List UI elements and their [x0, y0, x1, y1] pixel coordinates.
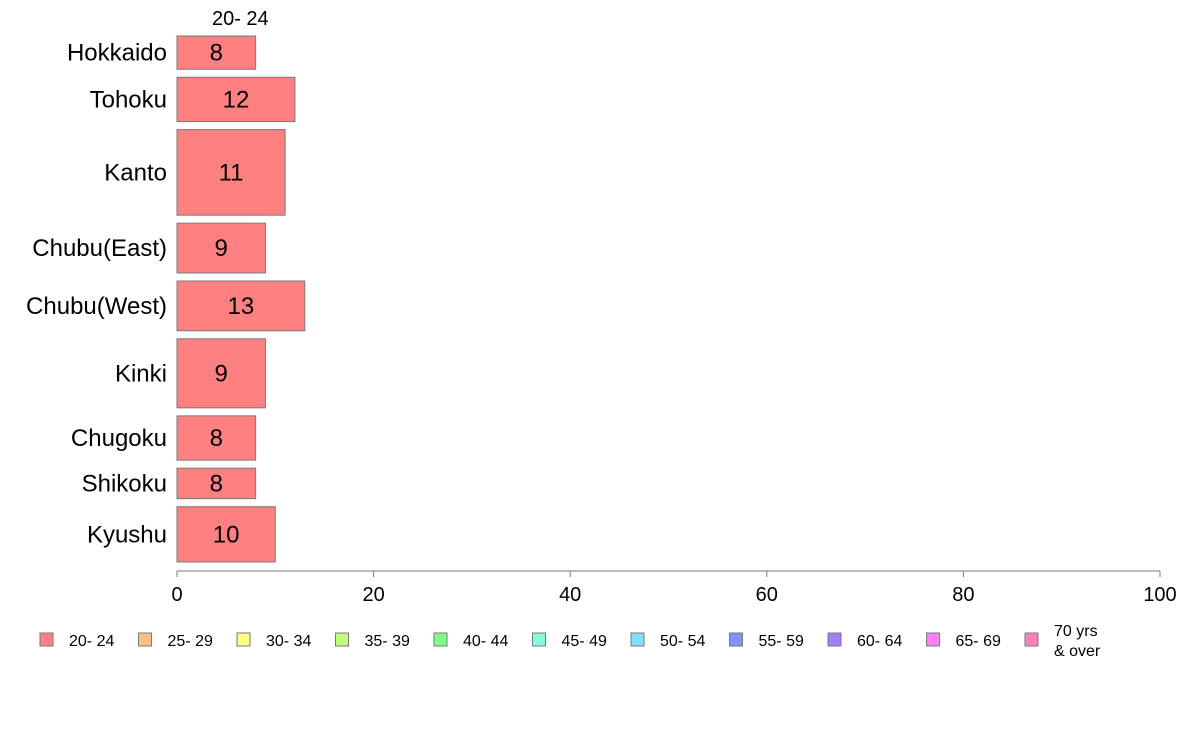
legend-swatch [729, 632, 743, 647]
legend-label: 70 yrs & over [1054, 623, 1101, 660]
bar-value-label: 9 [215, 360, 228, 387]
category-label: Hokkaido [67, 40, 167, 67]
category-labels: Hokkaido Tohoku Kanto Chubu(East) Chubu(West… [26, 40, 167, 549]
x-axis: 0 20 40 60 80 100 [171, 570, 1177, 606]
bar-value-label: 13 [228, 293, 255, 320]
bar-tohoku-series-0 [176, 76, 296, 123]
x-tick-label: 60 [756, 584, 778, 606]
bar-shikoku-series-0 [176, 467, 257, 500]
bar-value-label: 11 [219, 159, 244, 186]
x-tick-label: 0 [171, 584, 182, 606]
legend-swatch [138, 632, 152, 647]
bar-value-label: 12 [223, 86, 250, 113]
legend-swatch [827, 632, 842, 647]
bar-chubu-west--series-0 [176, 280, 306, 332]
legend-swatch [630, 632, 645, 647]
legend-swatch [236, 632, 251, 647]
bar-kyushu-series-0 [176, 506, 276, 563]
legend-label: 60- 64 [857, 633, 902, 650]
bar-value-label: 9 [215, 235, 228, 262]
category-label: Tohoku [90, 86, 167, 113]
legend-label: 40- 44 [463, 633, 508, 650]
category-label: Shikoku [82, 470, 167, 497]
legend-swatch [433, 632, 448, 647]
bar-value-label: 8 [210, 425, 223, 452]
legend-label: 45- 49 [562, 633, 607, 650]
category-label: Kanto [104, 159, 167, 186]
legend-label: 25- 29 [168, 633, 213, 650]
category-label: Chugoku [71, 425, 167, 452]
legend-label: 65- 69 [956, 633, 1001, 650]
x-tick-label: 40 [559, 584, 581, 606]
category-label: Kyushu [87, 521, 167, 548]
category-label: Chubu(East) [32, 235, 167, 262]
legend-swatch [926, 632, 940, 647]
legend-swatch [532, 632, 546, 647]
x-tick-label: 100 [1143, 584, 1176, 606]
x-tick-label: 20 [362, 584, 384, 606]
series-header: 20- 24 [212, 8, 269, 30]
bar-kanto-series-0 [176, 129, 286, 216]
bar-chugoku-series-0 [176, 415, 257, 461]
legend-swatch [39, 632, 54, 647]
bar-hokkaido-series-0 [176, 35, 257, 70]
legend-label: 30- 34 [266, 633, 311, 650]
category-label: Kinki [115, 360, 167, 387]
legend-label: 35- 39 [365, 633, 410, 650]
bar-chubu-east--series-0 [176, 222, 266, 274]
legend: 20- 24 25- 29 30- 34 35- 39 40- 44 45- 49 50- … [39, 623, 1101, 660]
bar-value-label: 8 [210, 40, 223, 67]
legend-label: 50- 54 [660, 633, 705, 650]
legend-label: 20- 24 [69, 633, 114, 650]
bar-value-label: 8 [210, 470, 223, 497]
legend-label: 55- 59 [759, 633, 804, 650]
category-label: Chubu(West) [26, 293, 167, 320]
bar-kinki-series-0 [176, 338, 266, 409]
bar-value-label: 10 [213, 521, 240, 548]
x-tick-label: 80 [952, 584, 974, 606]
legend-swatch [1024, 632, 1039, 647]
legend-swatch [335, 632, 349, 647]
